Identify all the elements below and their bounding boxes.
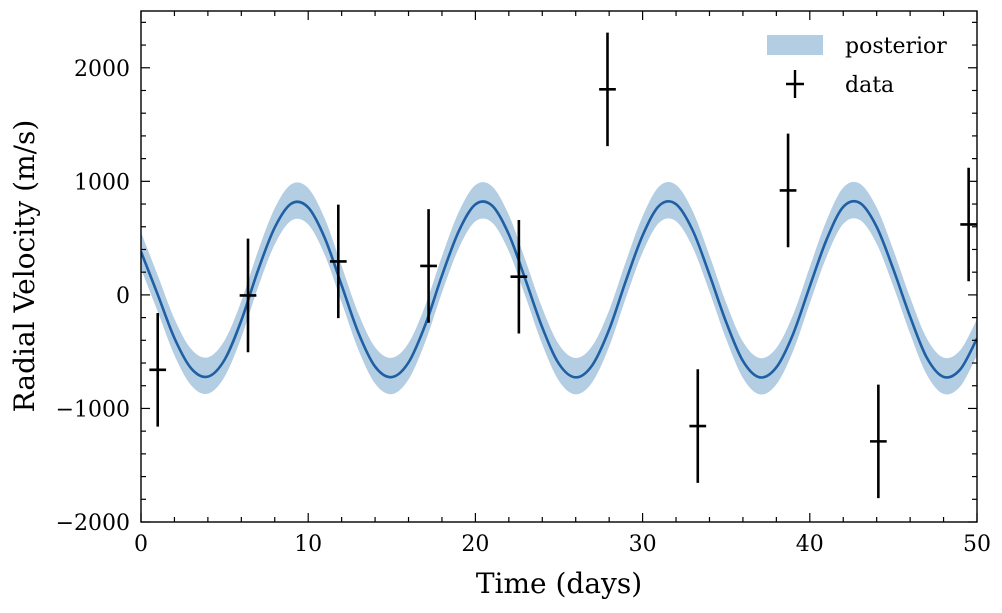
data-point [689, 369, 707, 483]
data-point [779, 133, 797, 248]
y-tick-label: 2000 [74, 57, 130, 82]
x-axis-label: Time (days) [476, 567, 642, 600]
data-point [960, 167, 977, 282]
x-tick-label: 40 [796, 532, 824, 557]
axis-ticks [140, 11, 978, 523]
axes-frame [140, 10, 978, 523]
legend-swatch-posterior [767, 35, 823, 55]
y-tick-label: 0 [116, 284, 130, 309]
y-axis-label: Radial Velocity (m/s) [8, 120, 41, 413]
legend-label-data: data [845, 73, 894, 98]
data-point [239, 238, 257, 353]
data-point [869, 384, 887, 499]
y-tick-label: 1000 [74, 170, 130, 195]
x-tick-label: 0 [134, 532, 148, 557]
data-point [599, 32, 616, 147]
data-point [149, 313, 167, 427]
x-tick-label: 30 [629, 532, 657, 557]
y-tick-label: −1000 [56, 397, 130, 422]
x-tick-label: 50 [963, 532, 991, 557]
x-tick-label: 10 [294, 532, 322, 557]
plot-area [141, 32, 977, 499]
data-point [420, 209, 437, 323]
x-tick-label: 20 [461, 532, 489, 557]
legend-label-posterior: posterior [845, 34, 947, 59]
data-point [510, 219, 528, 334]
y-tick-label: −2000 [56, 511, 130, 536]
posterior-median-line [141, 199, 977, 379]
tick-labels: 0 10 20 30 40 50 −2000 −1000 0 1000 2000 [56, 57, 991, 557]
data-point [329, 204, 347, 319]
legend: posterior data [767, 34, 947, 98]
